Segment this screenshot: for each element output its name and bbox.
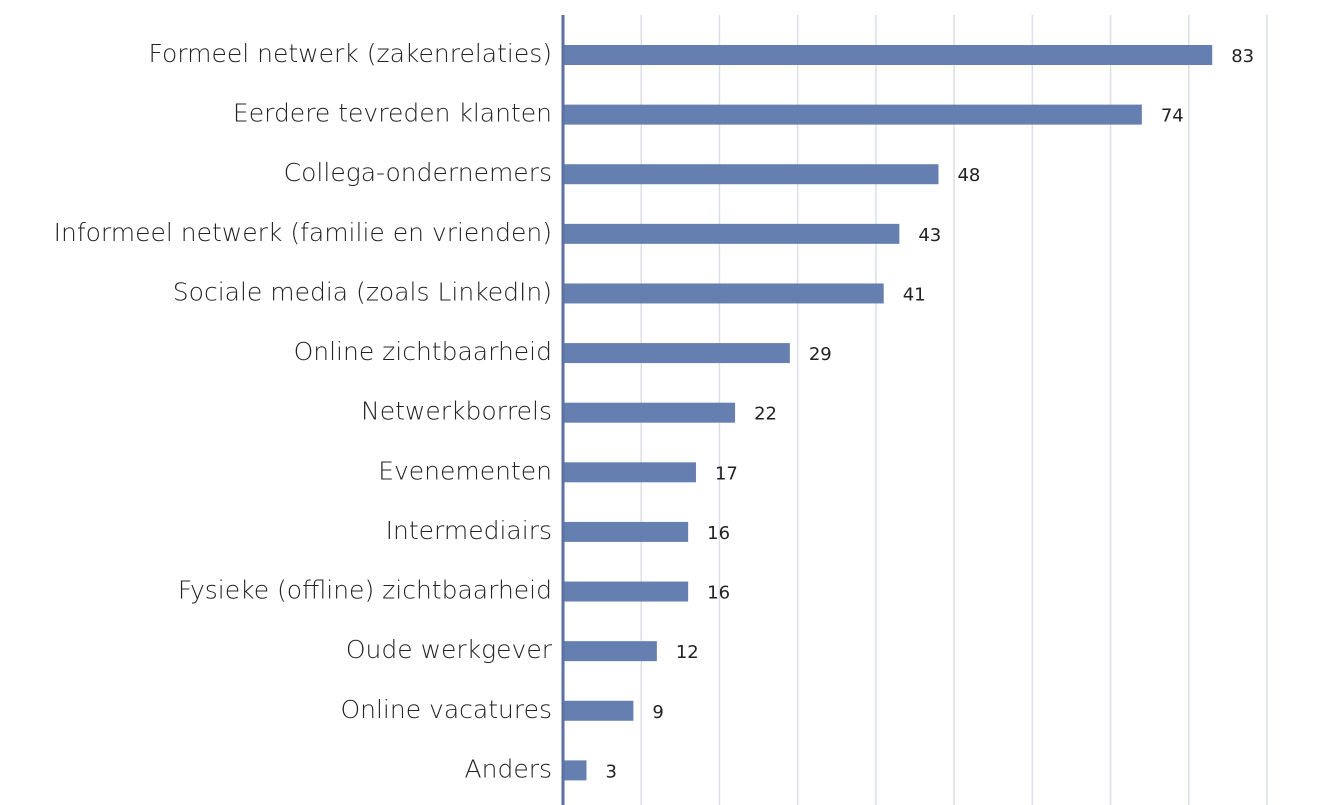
bar [563, 462, 696, 483]
bar [563, 104, 1142, 125]
category-label: Formeel netwerk (zakenrelaties) [149, 39, 552, 68]
category-label: Oude werkgever [346, 635, 553, 664]
value-label: 12 [676, 642, 699, 663]
value-label: 22 [754, 404, 777, 425]
category-label: Online vacatures [340, 695, 552, 724]
bar [563, 343, 790, 364]
value-label: 16 [707, 523, 730, 544]
category-label: Collega-ondernemers [284, 158, 552, 187]
category-label: Fysieke (offline) zichtbaarheid [178, 576, 552, 605]
category-label: Netwerkborrels [361, 397, 552, 426]
bar [563, 283, 884, 304]
bar [563, 45, 1213, 65]
bar [563, 581, 689, 602]
category-label: Anders [465, 754, 553, 783]
value-label: 41 [903, 284, 926, 305]
bar [563, 700, 634, 721]
value-label: 83 [1231, 46, 1254, 67]
category-label: Eerdere tevreden klanten [233, 99, 552, 128]
category-label: Intermediairs [386, 516, 552, 545]
value-label: 9 [652, 702, 663, 723]
category-label: Online zichtbaarheid [294, 337, 552, 366]
value-label: 3 [605, 761, 616, 782]
value-label: 43 [918, 225, 941, 246]
bar [563, 760, 587, 781]
category-label: Evenementen [378, 456, 552, 485]
bar [563, 402, 736, 423]
bar [563, 223, 900, 244]
bar [563, 164, 939, 185]
value-label: 17 [715, 463, 738, 484]
value-label: 29 [809, 344, 832, 365]
category-label: Informeel netwerk (familie en vrienden) [54, 218, 552, 247]
category-label: Sociale media (zoals LinkedIn) [173, 277, 552, 306]
bar [563, 641, 657, 662]
value-label: 48 [957, 165, 980, 186]
bar [563, 521, 689, 542]
value-label: 16 [707, 583, 730, 604]
value-label: 74 [1161, 106, 1184, 127]
